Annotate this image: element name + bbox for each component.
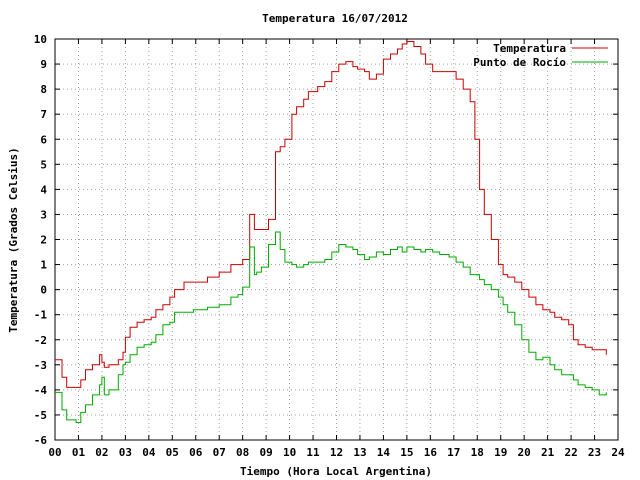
y-tick-label: 3 bbox=[40, 208, 47, 221]
x-tick-label: 07 bbox=[213, 446, 226, 459]
x-axis-label: Tiempo (Hora Local Argentina) bbox=[240, 465, 432, 478]
x-tick-label: 11 bbox=[306, 446, 320, 459]
x-tick-label: 14 bbox=[377, 446, 391, 459]
y-tick-label: -1 bbox=[34, 309, 48, 322]
y-tick-label: -3 bbox=[34, 359, 47, 372]
x-tick-label: 08 bbox=[236, 446, 249, 459]
y-tick-label: 10 bbox=[34, 33, 47, 46]
x-tick-label: 17 bbox=[447, 446, 460, 459]
x-tick-label: 09 bbox=[260, 446, 273, 459]
y-tick-label: 6 bbox=[40, 133, 47, 146]
x-tick-label: 23 bbox=[588, 446, 601, 459]
x-tick-label: 19 bbox=[494, 446, 507, 459]
x-tick-label: 10 bbox=[283, 446, 296, 459]
x-tick-label: 05 bbox=[166, 446, 179, 459]
series-layer bbox=[55, 41, 607, 423]
x-tick-label: 16 bbox=[424, 446, 438, 459]
y-tick-label: 4 bbox=[40, 183, 47, 196]
y-tick-label: 7 bbox=[40, 108, 47, 121]
y-tick-label: -5 bbox=[34, 409, 47, 422]
x-tick-label: 21 bbox=[541, 446, 555, 459]
x-tick-label: 01 bbox=[72, 446, 86, 459]
legend-label-rocio: Punto de Rocío bbox=[473, 56, 566, 69]
x-tick-label: 20 bbox=[518, 446, 531, 459]
y-tick-label: 8 bbox=[40, 83, 47, 96]
y-tick-label: 9 bbox=[40, 58, 47, 71]
legend-label-temperatura: Temperatura bbox=[493, 42, 566, 55]
y-tick-label: -4 bbox=[34, 384, 48, 397]
y-tick-label: 0 bbox=[40, 284, 47, 297]
y-tick-label: 5 bbox=[40, 158, 47, 171]
x-tick-label: 03 bbox=[119, 446, 132, 459]
y-tick-label: -6 bbox=[34, 434, 48, 447]
series-line-0 bbox=[55, 41, 607, 388]
x-axis: 00 01 02 03 04 05 06 07 08 09 10 11 12 13 14 15 16 17 18 19… bbox=[48, 39, 625, 459]
legend: Temperatura Punto de Rocío bbox=[473, 42, 608, 69]
grid bbox=[55, 39, 618, 440]
x-tick-label: 06 bbox=[189, 446, 203, 459]
x-tick-label: 18 bbox=[471, 446, 484, 459]
y-tick-label: 1 bbox=[40, 259, 47, 272]
x-tick-label: 24 bbox=[611, 446, 625, 459]
x-tick-label: 04 bbox=[142, 446, 156, 459]
x-tick-label: 00 bbox=[48, 446, 61, 459]
y-tick-label: -2 bbox=[34, 334, 47, 347]
x-tick-label: 22 bbox=[564, 446, 577, 459]
chart-title: Temperatura 16/07/2012 bbox=[262, 12, 408, 25]
y-axis-label: Temperatura (Grados Celsius) bbox=[7, 147, 20, 332]
x-tick-label: 12 bbox=[330, 446, 343, 459]
series-line-1 bbox=[55, 231, 607, 423]
x-tick-label: 13 bbox=[353, 446, 366, 459]
y-tick-label: 2 bbox=[40, 234, 47, 247]
x-tick-label: 02 bbox=[95, 446, 108, 459]
x-tick-label: 15 bbox=[400, 446, 413, 459]
